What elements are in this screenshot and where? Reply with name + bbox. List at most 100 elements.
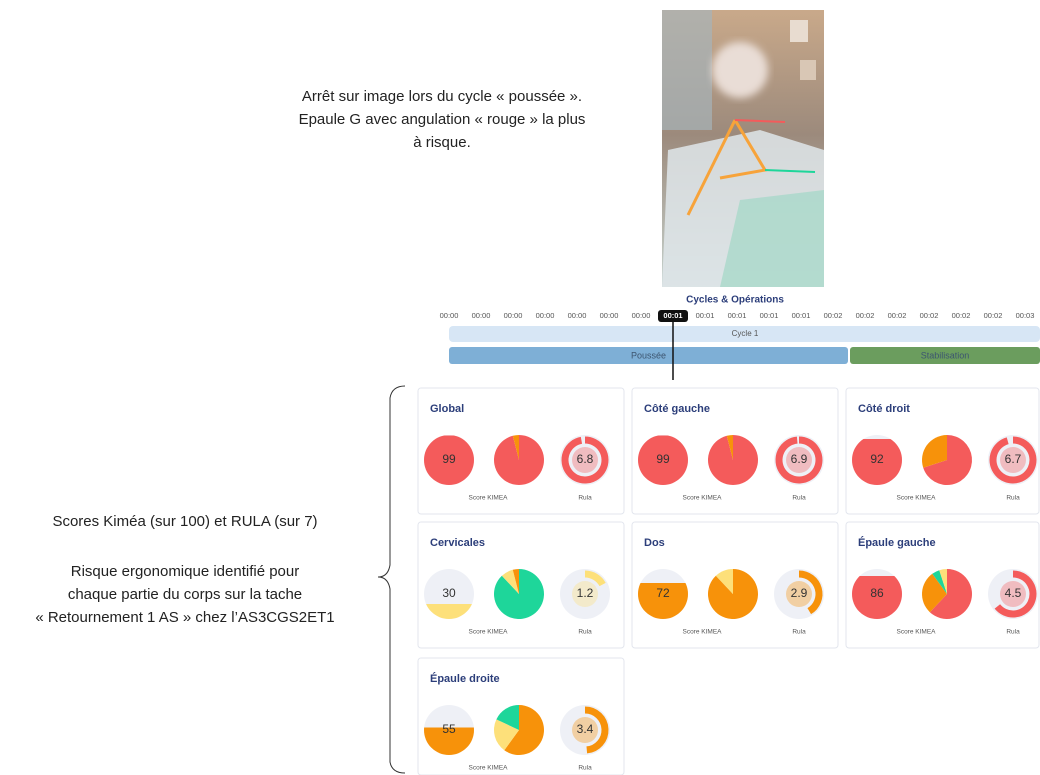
rula-score: 6.8 — [577, 452, 594, 466]
kimea-label: Score KIMEA — [468, 495, 508, 502]
operation-bar — [850, 347, 1040, 364]
rula-inner — [1000, 447, 1026, 473]
rula-inner — [1000, 581, 1026, 607]
operation-label: Stabilisation — [921, 350, 970, 360]
rula-score: 6.7 — [1005, 452, 1022, 466]
time-tick: 00:00 — [536, 311, 555, 320]
timeline: Cycles & Opérations Cycle 1 00:00 00:00 00… — [440, 295, 1040, 380]
time-tick: 00:02 — [824, 311, 843, 320]
pie-slice — [923, 434, 973, 485]
bracket — [377, 385, 406, 774]
time-tick: 00:00 — [504, 311, 523, 320]
pie-slice — [501, 569, 519, 594]
rula-arc — [989, 436, 1037, 484]
kimea-score: 99 — [442, 452, 456, 466]
kimea-score: 92 — [870, 452, 884, 466]
rula-arc — [584, 706, 609, 754]
time-tick: 00:00 — [568, 311, 587, 320]
card-title: Épaule gauche — [858, 536, 936, 549]
kimea-score: 86 — [870, 586, 884, 600]
kimea-fill — [424, 435, 474, 485]
kimea-label: Score KIMEA — [896, 495, 936, 502]
card-title: Dos — [644, 537, 665, 549]
pie-slice — [939, 569, 947, 594]
kimea-label: Score KIMEA — [682, 495, 722, 502]
pie-slice — [922, 573, 947, 613]
pie-slice — [504, 705, 544, 755]
pie-slice — [494, 435, 545, 485]
time-tick: 00:02 — [984, 311, 1003, 320]
pie-slice — [494, 719, 519, 751]
photo — [662, 10, 824, 287]
card-title: Épaule droite — [430, 672, 500, 685]
rula-score: 4.5 — [1005, 586, 1022, 600]
pie-slice — [496, 705, 519, 730]
card-title: Global — [430, 403, 464, 415]
annotation-top: Arrêt sur image lors du cycle « poussée … — [299, 88, 586, 151]
time-tick: 00:03 — [1016, 311, 1035, 320]
pie-slice — [512, 569, 519, 594]
rula-label: Rula — [578, 495, 592, 502]
annotation-left: Scores Kiméa (sur 100) et RULA (sur 7) R… — [35, 513, 334, 626]
rula-inner — [572, 447, 598, 473]
rula-label: Rula — [1006, 629, 1020, 636]
cycle-bar — [449, 326, 1040, 342]
rula-label: Rula — [578, 629, 592, 636]
pie-slice — [929, 569, 973, 619]
time-tick: 00:00 — [472, 311, 491, 320]
rula-score: 1.2 — [577, 586, 594, 600]
rula-inner — [572, 717, 598, 743]
card-title: Côté gauche — [644, 403, 710, 415]
pie-slice — [708, 434, 759, 485]
time-tick: 00:02 — [952, 311, 971, 320]
rula-inner — [786, 447, 812, 473]
rula-arc — [584, 570, 606, 587]
time-tick: 00:01 — [792, 311, 811, 320]
pie-slice — [922, 435, 947, 468]
time-tick: 00:01 — [696, 311, 715, 320]
card-title: Côté droit — [858, 403, 910, 415]
rula-arc — [994, 570, 1037, 618]
kimea-fill — [424, 604, 474, 619]
annotation-line: chaque partie du corps sur la tache — [68, 586, 302, 603]
pie-slice — [707, 569, 758, 619]
time-tick: 00:00 — [440, 311, 459, 320]
annotation-line: Arrêt sur image lors du cycle « poussée … — [302, 88, 582, 105]
annotation-title: Scores Kiméa (sur 100) et RULA (sur 7) — [52, 513, 317, 530]
annotation-line: à risque. — [413, 134, 471, 151]
pie-slice — [715, 569, 733, 594]
time-tick: 00:00 — [600, 311, 619, 320]
time-marker — [658, 310, 688, 322]
rula-score: 6.9 — [791, 452, 808, 466]
time-tick: 00:02 — [856, 311, 875, 320]
cycle-label: Cycle 1 — [732, 329, 759, 338]
card-title: Cervicales — [430, 537, 485, 549]
annotation-line: Epaule G avec angulation « rouge » la pl… — [299, 111, 586, 128]
rula-arc — [561, 436, 609, 484]
rula-label: Rula — [792, 629, 806, 636]
rula-label: Rula — [1006, 495, 1020, 502]
time-tick: 00:00 — [632, 311, 651, 320]
kimea-label: Score KIMEA — [468, 629, 508, 636]
kimea-score: 55 — [442, 722, 456, 736]
operation-label: Poussée — [631, 350, 666, 360]
pie-slice — [512, 435, 519, 460]
time-tick: 00:01 — [760, 311, 779, 320]
pie-slice — [932, 570, 947, 594]
rula-label: Rula — [578, 765, 592, 772]
rula-inner — [786, 581, 812, 607]
kimea-fill — [852, 439, 902, 485]
kimea-label: Score KIMEA — [682, 629, 722, 636]
time-tick: 00:01 — [728, 311, 747, 320]
kimea-score: 99 — [656, 452, 670, 466]
rula-inner — [572, 581, 598, 607]
annotation-line: « Retournement 1 AS » chez l’AS3CGS2ET1 — [35, 609, 334, 626]
kimea-score: 30 — [442, 586, 456, 600]
kimea-fill — [638, 435, 688, 485]
annotation-line: Risque ergonomique identifié pour — [71, 563, 299, 580]
cards: Global 99 6.8 Score KIMEA Rula Côté gauche 99 6… — [417, 387, 1040, 775]
kimea-fill — [852, 576, 902, 619]
kimea-score: 72 — [656, 586, 670, 600]
kimea-label: Score KIMEA — [468, 765, 508, 772]
